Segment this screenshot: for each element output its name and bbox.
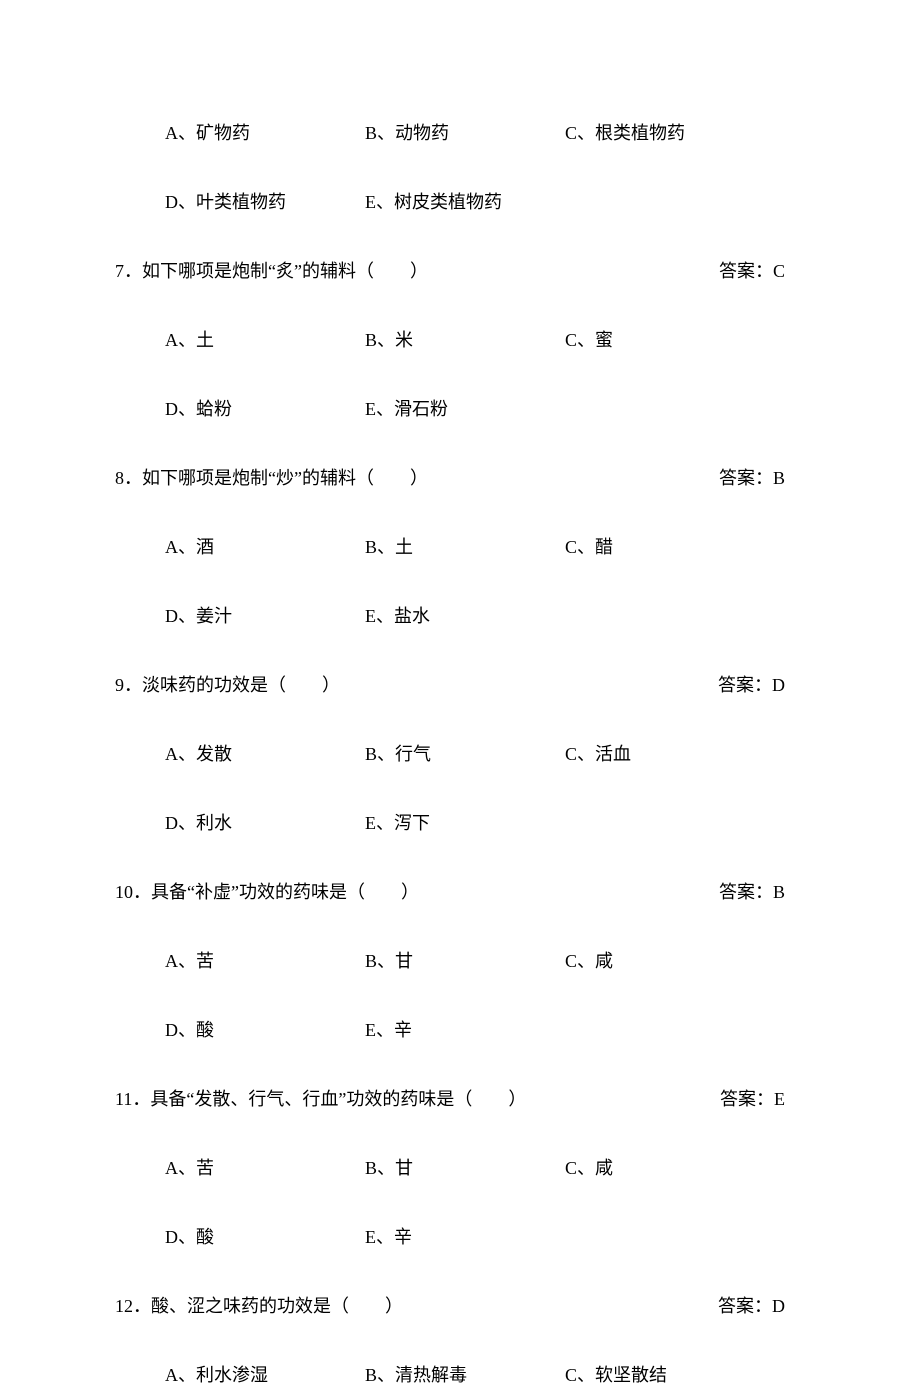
option-b: B、米 <box>365 327 565 354</box>
q10-option-row-2: D、酸 E、辛 <box>115 1017 805 1044</box>
option-c: C、醋 <box>565 534 765 561</box>
option-c: C、软坚散结 <box>565 1362 765 1389</box>
option-a: A、酒 <box>165 534 365 561</box>
option-d: D、蛤粉 <box>165 396 365 423</box>
option-b: B、动物药 <box>365 120 565 147</box>
option-a: A、发散 <box>165 741 365 768</box>
answer-text: 答案：B <box>719 879 805 906</box>
q11-option-row-2: D、酸 E、辛 <box>115 1224 805 1251</box>
q7-option-row-2: D、蛤粉 E、滑石粉 <box>115 396 805 423</box>
option-a: A、土 <box>165 327 365 354</box>
q9-option-row-2: D、利水 E、泻下 <box>115 810 805 837</box>
option-b: B、清热解毒 <box>365 1362 565 1389</box>
answer-text: 答案：C <box>719 258 805 285</box>
answer-text: 答案：D <box>718 672 805 699</box>
answer-text: 答案：D <box>718 1293 805 1320</box>
question-text: 9．淡味药的功效是（ ） <box>115 672 718 699</box>
option-d: D、酸 <box>165 1017 365 1044</box>
option-a: A、苦 <box>165 1155 365 1182</box>
option-e: E、辛 <box>365 1224 565 1251</box>
option-a: A、苦 <box>165 948 365 975</box>
option-c: C、根类植物药 <box>565 120 765 147</box>
option-c: C、蜜 <box>565 327 765 354</box>
question-11: 11．具备“发散、行气、行血”功效的药味是（ ） 答案：E <box>115 1086 805 1113</box>
option-e: E、滑石粉 <box>365 396 565 423</box>
option-d: D、叶类植物药 <box>165 189 365 216</box>
option-d: D、利水 <box>165 810 365 837</box>
option-c: C、咸 <box>565 948 765 975</box>
option-c: C、咸 <box>565 1155 765 1182</box>
q8-option-row-2: D、姜汁 E、盐水 <box>115 603 805 630</box>
q7-option-row-1: A、土 B、米 C、蜜 <box>115 327 805 354</box>
question-text: 11．具备“发散、行气、行血”功效的药味是（ ） <box>115 1086 720 1113</box>
question-text: 10．具备“补虚”功效的药味是（ ） <box>115 879 719 906</box>
question-8: 8．如下哪项是炮制“炒”的辅料（ ） 答案：B <box>115 465 805 492</box>
option-d: D、酸 <box>165 1224 365 1251</box>
answer-text: 答案：E <box>720 1086 805 1113</box>
option-e: E、泻下 <box>365 810 565 837</box>
option-c: C、活血 <box>565 741 765 768</box>
option-b: B、行气 <box>365 741 565 768</box>
question-9: 9．淡味药的功效是（ ） 答案：D <box>115 672 805 699</box>
question-text: 12．酸、涩之味药的功效是（ ） <box>115 1293 718 1320</box>
option-a: A、矿物药 <box>165 120 365 147</box>
option-a: A、利水渗湿 <box>165 1362 365 1389</box>
option-e: E、盐水 <box>365 603 565 630</box>
pre-option-row-1: A、矿物药 B、动物药 C、根类植物药 <box>115 120 805 147</box>
q12-option-row-1: A、利水渗湿 B、清热解毒 C、软坚散结 <box>115 1362 805 1389</box>
option-e: E、辛 <box>365 1017 565 1044</box>
q10-option-row-1: A、苦 B、甘 C、咸 <box>115 948 805 975</box>
q11-option-row-1: A、苦 B、甘 C、咸 <box>115 1155 805 1182</box>
question-text: 7．如下哪项是炮制“炙”的辅料（ ） <box>115 258 719 285</box>
answer-text: 答案：B <box>719 465 805 492</box>
q9-option-row-1: A、发散 B、行气 C、活血 <box>115 741 805 768</box>
q8-option-row-1: A、酒 B、土 C、醋 <box>115 534 805 561</box>
option-b: B、甘 <box>365 948 565 975</box>
question-text: 8．如下哪项是炮制“炒”的辅料（ ） <box>115 465 719 492</box>
option-e: E、树皮类植物药 <box>365 189 565 216</box>
option-d: D、姜汁 <box>165 603 365 630</box>
pre-option-row-2: D、叶类植物药 E、树皮类植物药 <box>115 189 805 216</box>
question-10: 10．具备“补虚”功效的药味是（ ） 答案：B <box>115 879 805 906</box>
option-b: B、土 <box>365 534 565 561</box>
question-7: 7．如下哪项是炮制“炙”的辅料（ ） 答案：C <box>115 258 805 285</box>
question-12: 12．酸、涩之味药的功效是（ ） 答案：D <box>115 1293 805 1320</box>
option-b: B、甘 <box>365 1155 565 1182</box>
